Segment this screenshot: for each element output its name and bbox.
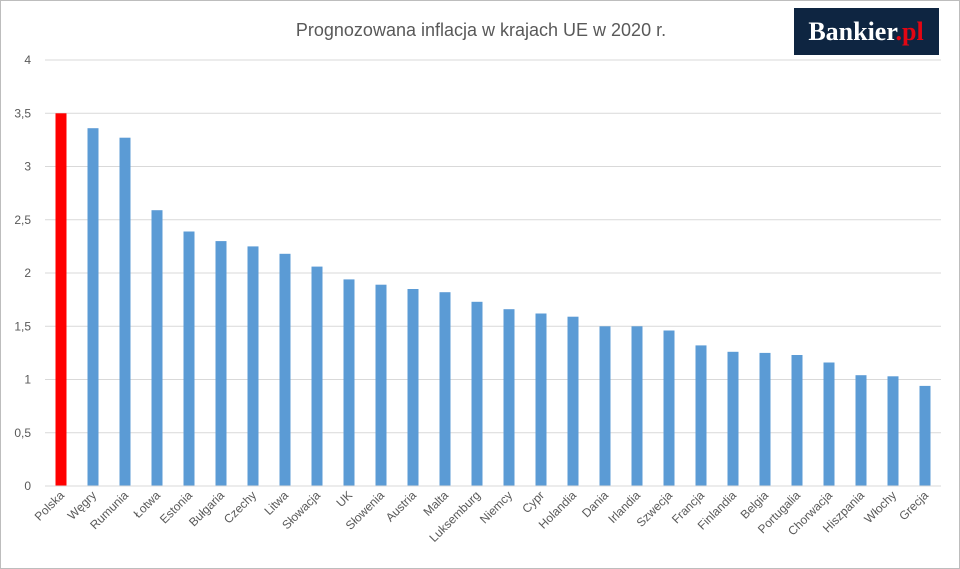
bar-grecja <box>919 385 931 486</box>
y-tick-label: 2 <box>24 266 31 280</box>
x-tick-label: Austria <box>383 488 420 525</box>
logo-wordmark: Bankier.pl <box>808 17 923 46</box>
logo-suffix: .pl <box>896 17 924 46</box>
bar-dania <box>599 326 611 487</box>
y-tick-label: 1 <box>24 373 31 387</box>
bar-polska <box>55 113 67 487</box>
bar-luksemburg <box>471 301 483 486</box>
bankier-logo: Bankier.pl <box>794 8 939 55</box>
bar-niemcy <box>503 309 515 486</box>
y-tick-label: 0 <box>24 479 31 493</box>
bar-belgia <box>759 352 771 486</box>
bar-estonia <box>183 231 195 486</box>
chart-title: Prognozowana inflacja w krajach UE w 202… <box>296 20 666 40</box>
bar-chorwacja <box>823 362 835 486</box>
bar-czechy <box>247 246 259 486</box>
bar-szwecja <box>663 330 675 486</box>
y-tick-label: 3,5 <box>14 106 31 120</box>
bar-holandia <box>567 316 579 486</box>
bar-rumunia <box>119 137 131 486</box>
bar-węgry <box>87 128 99 486</box>
y-tick-label: 3 <box>24 160 31 174</box>
bar-francja <box>695 345 707 486</box>
y-axis: 0 0,5 1 1,5 2 2,5 3 3,5 4 <box>14 53 31 493</box>
bar-cypr <box>535 313 547 486</box>
bar-uk <box>343 279 355 486</box>
bar-finlandia <box>727 351 739 486</box>
x-tick-label: Polska <box>32 488 68 524</box>
bar-bułgaria <box>215 241 227 486</box>
bar-słowenia <box>375 284 387 486</box>
x-tick-label: Grecja <box>896 488 931 523</box>
bar-austria <box>407 289 419 486</box>
x-tick-label: Cypr <box>519 488 547 516</box>
logo-background <box>794 8 939 55</box>
bar-litwa <box>279 253 291 486</box>
bar-łotwa <box>151 210 163 486</box>
bar-irlandia <box>631 326 643 487</box>
x-tick-label: Czechy <box>221 488 259 526</box>
bar-włochy <box>887 376 899 486</box>
y-tick-label: 1,5 <box>14 319 31 333</box>
logo-text: Bankier <box>808 17 897 46</box>
bar-słowacja <box>311 266 323 486</box>
x-tick-label: Niemcy <box>477 488 515 526</box>
x-tick-label: Włochy <box>861 488 899 526</box>
x-tick-label: Bułgaria <box>186 488 227 529</box>
x-tick-label: UK <box>333 488 355 510</box>
bar-portugalia <box>791 355 803 486</box>
y-tick-label: 4 <box>24 53 31 67</box>
bars <box>55 113 931 487</box>
grid-lines <box>45 59 941 487</box>
bar-hiszpania <box>855 375 867 486</box>
y-tick-label: 2,5 <box>14 213 31 227</box>
bar-malta <box>439 292 451 486</box>
y-tick-label: 0,5 <box>14 426 31 440</box>
x-tick-label: Szwecja <box>634 488 676 530</box>
